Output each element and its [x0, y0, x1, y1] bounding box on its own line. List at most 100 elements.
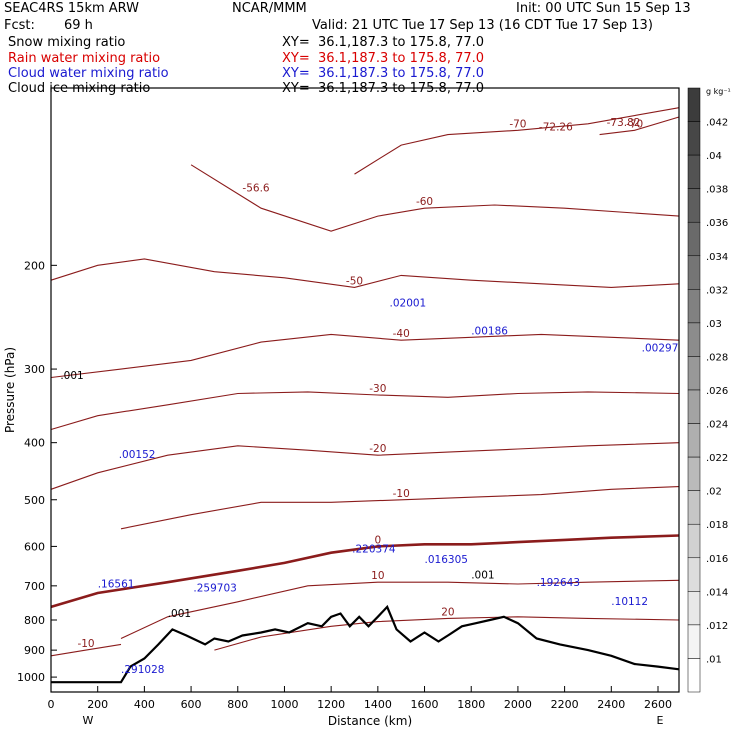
x-tick-label-12: 2400 [597, 698, 625, 711]
colorbar-cell-8 [687, 356, 701, 391]
colorbar-label-11: .02 [706, 487, 722, 498]
colorbar-cell-5 [687, 255, 701, 290]
max-label-5: .00297 [642, 342, 679, 354]
isotherm-4 [50, 333, 680, 379]
x-tick-label-4: 800 [227, 698, 248, 711]
colorbar-cell-4 [687, 221, 701, 257]
y-axis-title: Pressure (hPa) [3, 347, 17, 433]
x-tick-label-3: 600 [181, 698, 202, 711]
max-label-8: .220374 [352, 544, 396, 556]
colorbar-label-15: .012 [706, 621, 728, 632]
isotherm-label-8: 0 [374, 534, 381, 546]
colorbar-cell-12 [687, 490, 701, 525]
colorbar-label-0: .042 [706, 118, 728, 129]
isotherm-9 [120, 579, 680, 639]
isotherm-label-10: 20 [441, 606, 454, 618]
colorbar-cell-3 [687, 188, 701, 223]
field-rain: Rain water mixing ratio [8, 51, 161, 66]
max-label-16: .291028 [121, 664, 164, 676]
y-tick-label-2: 400 [24, 437, 45, 450]
colorbar-cell-17 [687, 658, 701, 693]
isotherm-2 [190, 164, 680, 232]
maxima-labels: -56.6 -72.26 -73.82 .02001 .00186 .00297 .0015… [60, 117, 678, 676]
isotherm-7 [120, 486, 680, 530]
colorbar-cell-0 [687, 87, 701, 122]
x-tick-label-10: 2000 [504, 698, 532, 711]
max-label-0: -56.6 [242, 183, 269, 195]
x-tick-label-2: 400 [134, 698, 155, 711]
colorbar-label-5: .032 [706, 285, 728, 296]
valid-time: Valid: 21 UTC Tue 17 Sep 13 (16 CDT Tue … [312, 18, 653, 33]
max-label-13: .16561 [98, 579, 135, 591]
x-tick-label-0: 0 [48, 698, 55, 711]
y-tick-label-4: 600 [24, 540, 45, 553]
field-snow-xy: XY= 36.1,187.3 to 175.8, 77.0 [282, 35, 485, 50]
max-label-1: -72.26 [539, 121, 573, 133]
west-label: W [83, 714, 94, 727]
x-tick-label-5: 1000 [270, 698, 298, 711]
field-cloud-water-xy: XY= 36.1,187.3 to 175.8, 77.0 [282, 66, 485, 81]
colorbar-label-2: .038 [706, 185, 728, 196]
y-tick-label-7: 900 [24, 644, 45, 657]
isotherm-3 [50, 258, 680, 288]
colorbar-cell-2 [687, 154, 701, 189]
colorbar-cell-16 [687, 624, 701, 659]
x-tick-label-9: 1800 [457, 698, 485, 711]
colorbar-label-8: .026 [706, 386, 728, 397]
y-tick-label-1: 300 [24, 363, 45, 376]
x-tick-label-7: 1400 [364, 698, 392, 711]
colorbar-cell-1 [687, 121, 701, 156]
colorbar-cell-10 [687, 423, 701, 458]
field-rain-xy: XY= 36.1,187.3 to 175.8, 77.0 [282, 51, 485, 66]
max-label-7: .001 [60, 370, 83, 382]
org-label: NCAR/MMM [232, 1, 307, 16]
colorbar-label-14: .014 [706, 587, 728, 598]
fcst-label: Fcst: [4, 18, 35, 33]
colorbar-label-3: .036 [706, 218, 728, 229]
terrain-line [51, 604, 680, 684]
colorbar-cell-11 [687, 456, 701, 491]
max-label-12: .10112 [611, 596, 648, 608]
colorbar-cell-6 [687, 289, 701, 324]
colorbar-label-9: .024 [706, 420, 728, 431]
max-label-4: .00186 [471, 325, 508, 337]
isotherm-label-6: -20 [369, 443, 386, 455]
fcst-value: 69 h [64, 18, 93, 33]
colorbar-label-10: .022 [706, 453, 728, 464]
y-tick-label-6: 800 [24, 614, 45, 627]
colorbar-cell-15 [687, 591, 701, 626]
colorbar: .042 .04 .038 .036 .034 .032 .03 .028 .026 .024 .0… [687, 87, 728, 693]
colorbar-cell-7 [687, 322, 701, 357]
x-tick-label-11: 2200 [551, 698, 579, 711]
isotherm-label-3: -50 [346, 275, 363, 287]
colorbar-label-7: .028 [706, 352, 728, 363]
y-tick-label-8: 1000 [17, 671, 45, 684]
isotherm-label-4: -40 [393, 328, 410, 340]
colorbar-cell-9 [687, 389, 701, 424]
colorbar-label-6: .03 [706, 319, 722, 330]
isotherm-label-7: -10 [393, 488, 410, 500]
x-tick-label-8: 1600 [411, 698, 439, 711]
colorbar-label-16: .01 [706, 654, 722, 665]
terrain-profile [51, 604, 680, 684]
isotherm-label-1: -70 [626, 118, 643, 130]
isotherm-1 [599, 116, 680, 136]
colorbar-cell-14 [687, 557, 701, 592]
isotherm-label-2: -60 [416, 196, 433, 208]
colorbar-label-4: .034 [706, 252, 728, 263]
x-tick-label-13: 2600 [644, 698, 672, 711]
isotherm-11 [50, 643, 122, 657]
temperature-contours: -70 -70 -60 -50 -40 -30 -20 -10 0 10 20 -10 [50, 107, 680, 657]
colorbar-unit: g kg⁻¹ [706, 87, 731, 96]
isotherm-label-5: -30 [369, 383, 386, 395]
max-label-15: .001 [168, 608, 191, 620]
max-label-9: .016305 [425, 554, 468, 566]
max-label-6: .00152 [119, 449, 156, 461]
x-tick-label-6: 1200 [317, 698, 345, 711]
y-tick-label-3: 500 [24, 494, 45, 507]
isotherm-label-9: 10 [371, 570, 384, 582]
y-tick-label-5: 700 [24, 580, 45, 593]
colorbar-label-13: .016 [706, 554, 728, 565]
isotherm-label-11: -10 [77, 638, 94, 650]
